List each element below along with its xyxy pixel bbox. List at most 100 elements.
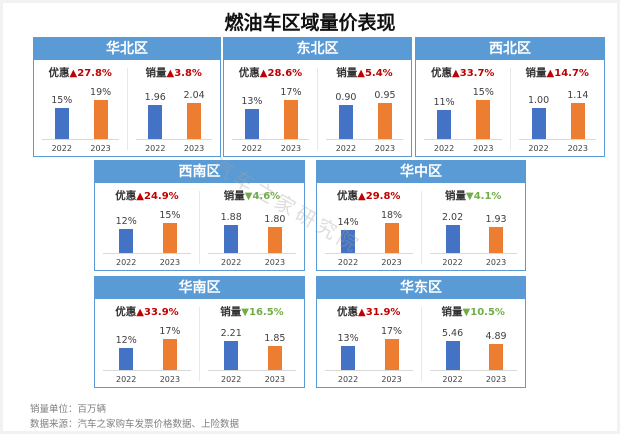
- bar-2022: [445, 341, 460, 370]
- bar-2022: [244, 109, 259, 139]
- panel-divider: [126, 68, 128, 150]
- discount-title: 优惠▲27.8%: [34, 65, 127, 80]
- bar-2023: [162, 223, 177, 253]
- value-2023: 1.85: [264, 333, 286, 344]
- discount-change: ▲31.9%: [358, 307, 401, 318]
- discount-title: 优惠▲29.8%: [317, 188, 421, 203]
- region-header: 东北区: [224, 38, 411, 60]
- value-2023: 18%: [380, 210, 403, 221]
- year-label-2022: 2022: [337, 375, 359, 384]
- year-label-2023: 2023: [485, 375, 507, 384]
- value-2023: 1.80: [264, 214, 286, 225]
- year-label-2022: 2022: [433, 144, 455, 153]
- bar-2023: [377, 103, 392, 139]
- panel-divider: [420, 191, 422, 264]
- value-2023: 19%: [90, 87, 112, 98]
- region-panel: 西北区 优惠▲33.7% 11% 15% 2022 2023 销量▲14.7%: [415, 37, 605, 157]
- bar-2022: [445, 225, 460, 253]
- value-2022: 2.21: [220, 328, 242, 339]
- year-label-2023: 2023: [90, 144, 111, 153]
- year-label-2022: 2022: [221, 258, 242, 267]
- sales-change: ▼4.1%: [466, 191, 502, 202]
- sales-label: 销量: [336, 67, 358, 79]
- sales-change: ▲14.7%: [546, 68, 589, 79]
- value-2022: 11%: [433, 97, 455, 108]
- region-panel: 华东区 优惠▲31.9% 13% 17% 2022 2023 销量▼10.5%: [316, 276, 526, 388]
- value-2023: 1.93: [485, 214, 507, 225]
- sales-chart: 销量▼4.1% 2.02 1.93 2022 2023: [422, 183, 526, 270]
- discount-label: 优惠: [48, 67, 70, 79]
- axis-baseline: [429, 370, 517, 371]
- year-label-2023: 2023: [374, 144, 396, 153]
- discount-change: ▲24.9%: [136, 191, 179, 202]
- sales-chart: 销量▼10.5% 5.46 4.89 2022 2023: [422, 299, 526, 387]
- value-2023: 17%: [280, 87, 302, 98]
- source-note: 数据来源：汽车之家购车发票价格数据、上险数据: [30, 419, 240, 430]
- value-2022: 12%: [115, 335, 137, 346]
- discount-chart: 优惠▲24.9% 12% 15% 2022 2023: [95, 183, 199, 270]
- bar-2022: [531, 108, 546, 139]
- region-header: 华南区: [95, 277, 304, 299]
- value-2022: 15%: [51, 95, 73, 106]
- value-2023: 17%: [380, 326, 403, 337]
- panel-divider: [317, 68, 318, 150]
- axis-baseline: [424, 139, 502, 140]
- discount-chart: 优惠▲28.6% 13% 17% 2022 2023: [224, 60, 317, 156]
- discount-change: ▲27.8%: [69, 68, 112, 79]
- discount-change: ▲33.9%: [136, 307, 179, 318]
- discount-label: 优惠: [431, 67, 453, 79]
- region-header: 华中区: [317, 161, 525, 183]
- discount-title: 优惠▲24.9%: [95, 188, 199, 203]
- discount-title: 优惠▲28.6%: [224, 65, 317, 80]
- bar-2023: [384, 339, 399, 370]
- year-label-2023: 2023: [159, 375, 181, 384]
- axis-baseline: [232, 139, 309, 140]
- panel-divider: [199, 191, 200, 264]
- sales-chart: 销量▲5.4% 0.90 0.95 2022 2023: [318, 60, 411, 156]
- value-2023: 4.89: [485, 331, 507, 342]
- value-2022: 2.02: [441, 212, 464, 223]
- value-2023: 17%: [159, 326, 181, 337]
- value-2023: 2.04: [183, 90, 205, 101]
- year-label-2023: 2023: [381, 258, 402, 267]
- axis-baseline: [429, 253, 517, 254]
- sales-label: 销量: [223, 190, 245, 202]
- region-panel: 华北区 优惠▲27.8% 15% 19% 2022 2023 销量▲3.8%: [33, 37, 221, 157]
- sales-title: 销量▼16.5%: [200, 304, 304, 319]
- value-2022: 13%: [241, 96, 263, 107]
- sales-label: 销量: [145, 67, 167, 79]
- region-header: 西南区: [95, 161, 304, 183]
- discount-label: 优惠: [115, 306, 137, 318]
- discount-title: 优惠▲33.7%: [416, 65, 510, 80]
- year-label-2022: 2022: [116, 375, 137, 384]
- sales-change: ▼16.5%: [241, 307, 284, 318]
- year-label-2022: 2022: [337, 258, 359, 267]
- discount-chart: 优惠▲33.9% 12% 17% 2022 2023: [95, 299, 199, 387]
- bar-2023: [489, 344, 504, 370]
- bar-2023: [384, 223, 399, 253]
- region-panel: 华南区 优惠▲33.9% 12% 17% 2022 2023 销量▼16.5%: [94, 276, 305, 388]
- value-2023: 15%: [159, 210, 181, 221]
- unit-note: 销量单位：百万辆: [30, 404, 107, 415]
- sales-title: 销量▼10.5%: [422, 304, 526, 319]
- discount-change: ▲28.6%: [259, 68, 303, 79]
- bar-2022: [148, 105, 163, 139]
- panel-divider: [199, 307, 200, 381]
- region-panel: 华中区 优惠▲29.8% 14% 18% 2022 2023 销量▼4.1%: [316, 160, 526, 271]
- bar-2022: [341, 230, 356, 253]
- region-panel: 东北区 优惠▲28.6% 13% 17% 2022 2023 销量▲5.4%: [223, 37, 412, 157]
- region-panel: 西南区 优惠▲24.9% 12% 15% 2022 2023 销量▼4.6%: [94, 160, 305, 271]
- year-label-2022: 2022: [442, 258, 463, 267]
- axis-baseline: [326, 139, 403, 140]
- year-label-2023: 2023: [381, 375, 402, 384]
- bar-2023: [187, 103, 202, 139]
- value-2022: 1.88: [220, 212, 242, 223]
- sales-change: ▼10.5%: [462, 307, 505, 318]
- year-label-2022: 2022: [145, 144, 166, 153]
- discount-label: 优惠: [238, 67, 260, 79]
- year-label-2023: 2023: [280, 144, 302, 153]
- axis-baseline: [208, 253, 296, 254]
- sales-change: ▼4.6%: [244, 191, 281, 202]
- year-label-2023: 2023: [183, 144, 205, 153]
- discount-change: ▲29.8%: [358, 191, 401, 202]
